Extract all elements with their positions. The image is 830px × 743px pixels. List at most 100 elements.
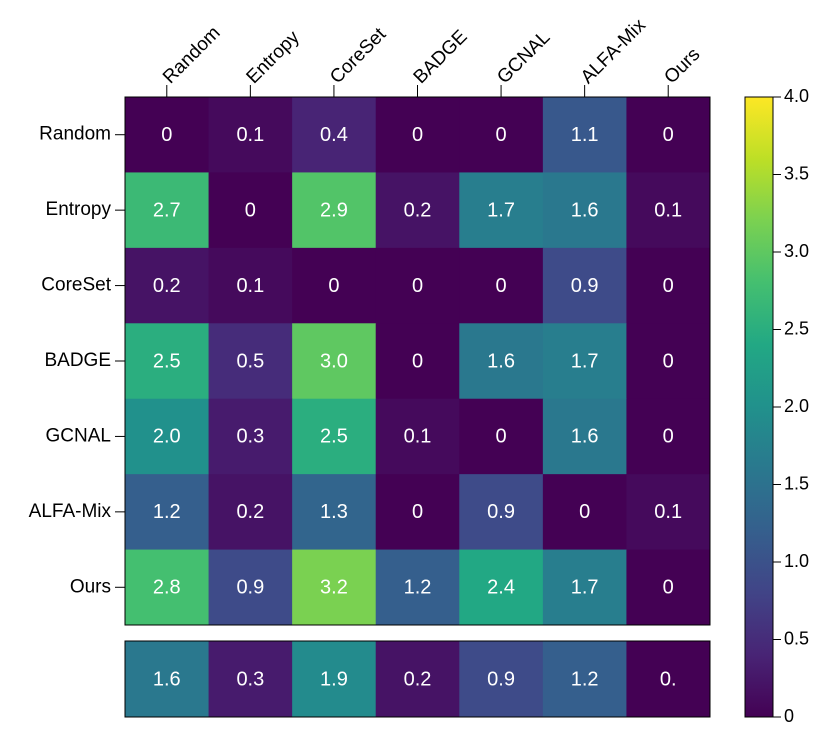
heatmap-cell <box>375 172 460 249</box>
colorbar <box>744 96 774 718</box>
cell-label: 1.3 <box>320 501 348 523</box>
heatmap-cell <box>626 97 711 173</box>
heatmap-cell <box>459 247 544 324</box>
cell-label: 1.7 <box>571 350 599 372</box>
colorbar-tick-label: 1.5 <box>784 473 809 493</box>
cell-label: 2.7 <box>153 199 181 221</box>
cell-label: 1.6 <box>571 199 599 221</box>
colorbar-tick-label: 3.0 <box>784 241 809 261</box>
summary-cell <box>542 641 627 717</box>
heatmap-cell <box>292 247 377 324</box>
x-tick-label: CoreSet <box>326 23 391 88</box>
summary-label: 0.3 <box>236 668 264 690</box>
x-tick-label: Ours <box>660 44 704 88</box>
colorbar-tick-label: 4.0 <box>784 86 809 106</box>
cell-label: 0.4 <box>320 124 348 146</box>
y-tick-label: Entropy <box>46 199 112 220</box>
heatmap-cell <box>542 97 627 173</box>
heatmap-cell <box>626 474 711 551</box>
summary-label: 0. <box>660 668 677 690</box>
y-tick-label: BADGE <box>44 350 111 371</box>
heatmap-cell <box>542 172 627 249</box>
heatmap-cell <box>375 474 460 551</box>
cell-label: 1.1 <box>571 124 599 146</box>
heatmap-cell <box>375 247 460 324</box>
heatmap-cell <box>292 323 377 400</box>
cell-label: 0 <box>412 124 423 146</box>
heatmap-cell <box>459 323 544 400</box>
cell-label: 0.2 <box>153 275 181 297</box>
heatmap-cell <box>125 398 210 475</box>
cell-label: 0.3 <box>236 426 264 448</box>
y-tick-label: GCNAL <box>46 425 111 446</box>
heatmap-cell <box>125 172 210 249</box>
cell-label: 0 <box>245 199 256 221</box>
summary-label: 1.6 <box>153 668 181 690</box>
heatmap-cell <box>375 398 460 475</box>
cell-label: 2.0 <box>153 426 181 448</box>
summary-label: 0.2 <box>404 668 432 690</box>
colorbar-tick-label: 1.0 <box>784 551 809 571</box>
cell-label: 1.2 <box>153 501 181 523</box>
summary-cell <box>626 641 711 717</box>
heatmap-cell <box>375 323 460 400</box>
heatmap-cell <box>375 549 460 626</box>
summary-label: 1.2 <box>571 668 599 690</box>
colorbar-tick-label: 0.5 <box>784 628 809 648</box>
x-tick-label: BADGE <box>410 26 472 88</box>
cell-label: 0 <box>412 275 423 297</box>
x-tick-label: ALFA-Mix <box>577 15 650 88</box>
heatmap-cell <box>208 549 293 626</box>
cell-label: 0.1 <box>404 426 432 448</box>
heatmap-cell <box>542 549 627 626</box>
cell-label: 0 <box>412 350 423 372</box>
heatmap-cell <box>292 549 377 626</box>
cell-label: 3.2 <box>320 577 348 599</box>
heatmap-cell <box>125 323 210 400</box>
heatmap-cell <box>292 474 377 551</box>
x-tick-label: GCNAL <box>493 27 554 88</box>
cell-label: 0.2 <box>236 501 264 523</box>
summary-label: 0.9 <box>487 668 515 690</box>
heatmap-cell <box>626 549 711 626</box>
cell-label: 0 <box>663 275 674 297</box>
cell-label: 2.9 <box>320 199 348 221</box>
cell-label: 0.9 <box>487 501 515 523</box>
heatmap-cell <box>292 172 377 249</box>
cell-label: 0 <box>412 501 423 523</box>
heatmap-cell <box>292 97 377 173</box>
heatmap-cell <box>208 172 293 249</box>
summary-label: 1.9 <box>320 668 348 690</box>
heatmap-cell <box>459 398 544 475</box>
cell-label: 0 <box>161 124 172 146</box>
y-tick-label: ALFA-Mix <box>29 501 112 522</box>
cell-label: 1.6 <box>487 350 515 372</box>
cell-label: 2.8 <box>153 577 181 599</box>
x-tick-label: Random <box>159 22 225 88</box>
heatmap-cell <box>208 247 293 324</box>
cell-label: 0 <box>663 124 674 146</box>
heatmap-cell <box>375 97 460 173</box>
colorbar-tick-label: 3.5 <box>784 163 809 183</box>
cell-label: 0 <box>496 124 507 146</box>
y-tick-label: Random <box>39 124 111 145</box>
cell-label: 2.4 <box>487 577 515 599</box>
heatmap-cell <box>626 172 711 249</box>
cell-label: 0.9 <box>236 577 264 599</box>
heatmap-cell <box>459 97 544 173</box>
cell-label: 3.0 <box>320 350 348 372</box>
heatmap-cell <box>459 549 544 626</box>
colorbar-tick-label: 2.5 <box>784 318 809 338</box>
cell-label: 1.2 <box>404 577 432 599</box>
heatmap-cell <box>208 474 293 551</box>
cell-label: 0 <box>496 275 507 297</box>
cell-label: 2.5 <box>320 426 348 448</box>
cell-label: 0.2 <box>404 199 432 221</box>
heatmap-cell <box>125 247 210 324</box>
heatmap-cell <box>208 323 293 400</box>
cell-label: 0.1 <box>236 275 264 297</box>
cell-label: 0.9 <box>571 275 599 297</box>
heatmap-cell <box>125 97 210 173</box>
cell-label: 2.5 <box>153 350 181 372</box>
heatmap-cell <box>125 549 210 626</box>
